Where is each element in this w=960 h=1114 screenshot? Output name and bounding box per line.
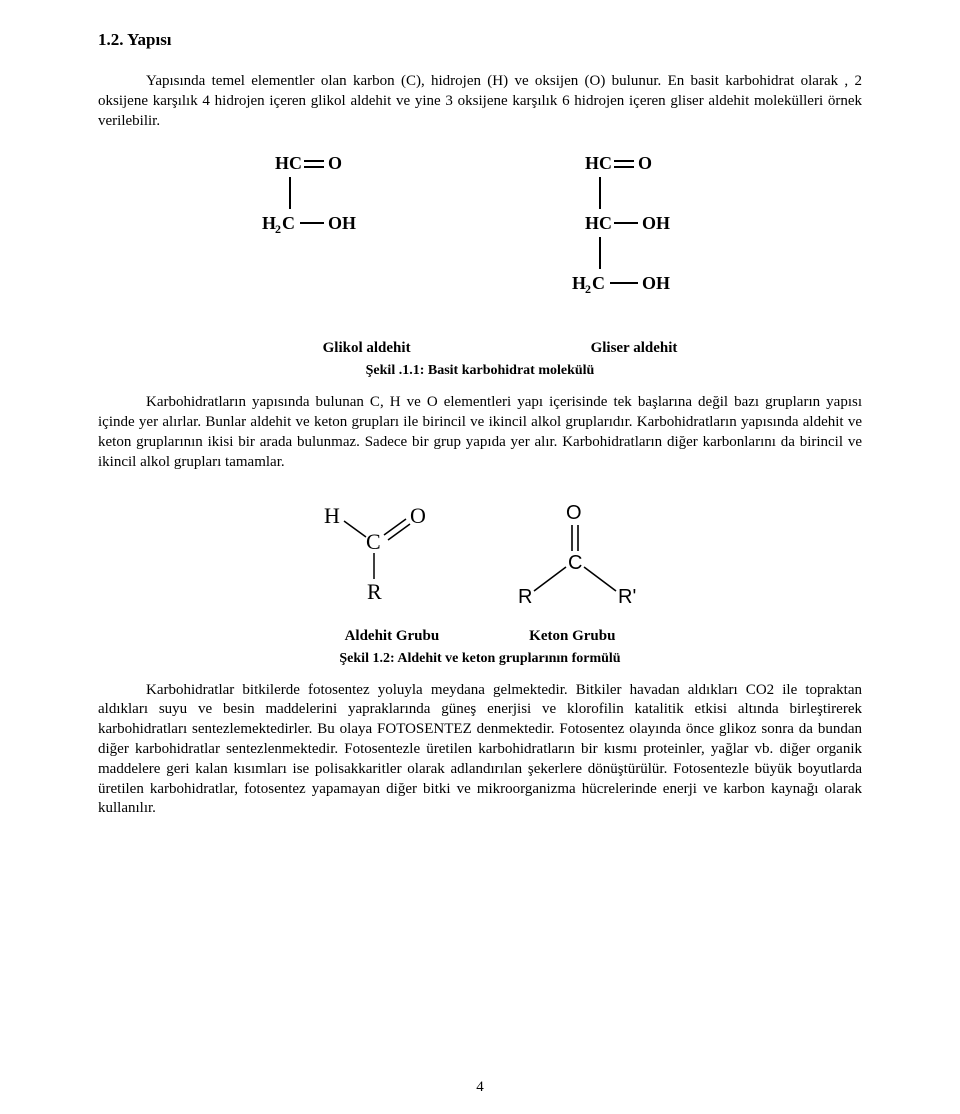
figure-1-right-label: Gliser aldehit (591, 340, 678, 357)
paragraph-1: Yapısında temel elementler olan karbon (… (98, 72, 862, 131)
svg-text:H: H (572, 273, 586, 293)
svg-text:OH: OH (642, 213, 670, 233)
svg-text:2: 2 (585, 282, 591, 296)
figure-1-left-label: Glikol aldehit (283, 340, 411, 357)
svg-text:O: O (638, 153, 652, 173)
svg-text:H: H (262, 213, 276, 233)
svg-text:OH: OH (328, 213, 356, 233)
svg-text:R': R' (618, 586, 636, 608)
svg-text:OH: OH (642, 273, 670, 293)
svg-text:O: O (410, 503, 426, 528)
figure-2-left-label: Aldehit Grubu (345, 628, 440, 645)
svg-text:2: 2 (275, 222, 281, 236)
structure-keton-grubu: O C R R' (500, 501, 650, 616)
paragraph-3: Karbohidratlar bitkilerde fotosentez yol… (98, 681, 862, 820)
svg-text:HC: HC (585, 153, 612, 173)
figure-1-title: Şekil .1.1: Basit karbohidrat molekülü (366, 363, 595, 379)
figure-2-title: Şekil 1.2: Aldehit ve keton gruplarının … (339, 651, 620, 667)
svg-text:HC: HC (585, 213, 612, 233)
section-heading: 1.2. Yapısı (98, 30, 862, 50)
page-number: 4 (0, 1079, 960, 1096)
figure-1: HC O H 2 C OH (98, 145, 862, 389)
svg-text:O: O (328, 153, 342, 173)
svg-text:C: C (568, 552, 582, 574)
document-page: 1.2. Yapısı Yapısında temel elementler o… (0, 0, 960, 1114)
svg-text:C: C (282, 213, 295, 233)
svg-text:HC: HC (275, 153, 302, 173)
figure-1-labels: Glikol aldehit Gliser aldehit (98, 340, 862, 357)
figure-2-groups: H C O R O (310, 501, 650, 616)
molecule-glikol-aldehit: HC O H 2 C OH (250, 149, 390, 324)
figure-2-labels: Aldehit Grubu Keton Grubu (345, 628, 616, 645)
svg-text:C: C (366, 529, 381, 554)
figure-1-molecules: HC O H 2 C OH (250, 149, 710, 324)
svg-text:R: R (518, 586, 532, 608)
figure-2: H C O R O (98, 487, 862, 677)
paragraph-2: Karbohidratların yapısında bulunan C, H … (98, 393, 862, 472)
svg-text:H: H (324, 503, 340, 528)
svg-text:O: O (566, 502, 582, 524)
molecule-gliser-aldehit: HC O HC OH H 2 (560, 149, 710, 324)
figure-2-right-label: Keton Grubu (529, 628, 615, 645)
structure-aldehit-grubu: H C O R (310, 501, 440, 616)
svg-text:R: R (367, 579, 382, 604)
svg-text:C: C (592, 273, 605, 293)
